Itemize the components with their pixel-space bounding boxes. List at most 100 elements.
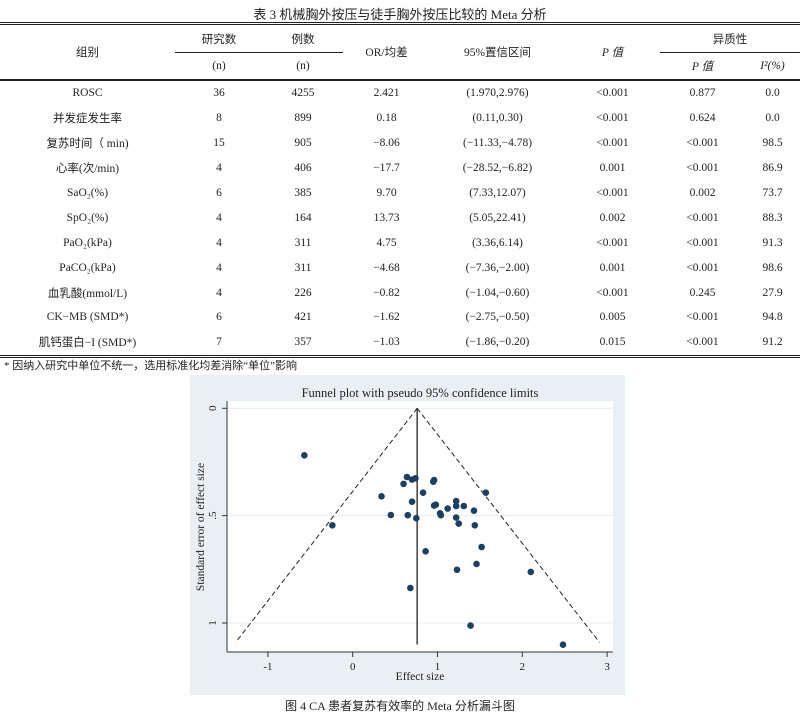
- cell-p: <0.001: [596, 187, 629, 199]
- cell-group: 心率(次/min): [55, 163, 120, 176]
- cell-or-md: 0.18: [376, 112, 397, 125]
- cell-i2: 98.6: [762, 261, 783, 274]
- x-tick-label: 2: [520, 661, 526, 673]
- cell-het-p: <0.001: [686, 261, 719, 274]
- chart-title: Funnel plot with pseudo 95% confidence l…: [302, 386, 539, 400]
- data-point: [470, 507, 478, 515]
- data-point: [478, 543, 485, 551]
- data-point: [473, 560, 480, 568]
- cell-i2: 91.2: [762, 336, 783, 349]
- cell-het-p: <0.001: [686, 211, 719, 224]
- header-het-i2: I²(%): [760, 60, 785, 72]
- data-point: [527, 568, 535, 576]
- cell-ci: (5.05,22.41): [469, 211, 526, 224]
- cell-or-md: −4.68: [373, 261, 400, 274]
- cell-ci: (−28.52,−6.82): [462, 162, 533, 175]
- cell-ci: (7.33,12.07): [469, 187, 526, 199]
- cell-het-p: 0.624: [689, 112, 716, 125]
- funnel-plot-figure: 0 .5 1 -1 0 1 2 3 Funnel plot with pseudo 95% co…: [190, 375, 625, 695]
- x-tick-label: -1: [263, 661, 272, 673]
- cell-group: SpO₂(%): [66, 211, 109, 224]
- cell-group: 血乳酸(mmol/L): [47, 287, 128, 300]
- header-cases-unit: (n): [296, 60, 310, 72]
- cell-studies: 6: [216, 187, 222, 199]
- data-point: [471, 522, 479, 529]
- cell-or-md: −17.7: [373, 162, 400, 175]
- cell-het-p: 0.877: [689, 87, 716, 100]
- cell-studies: 4: [216, 162, 222, 175]
- header-heterogeneity: 异质性: [660, 23, 800, 53]
- cell-or-md: 4.75: [376, 236, 397, 249]
- cell-cases: 421: [294, 311, 312, 324]
- cell-ci: (1.970,2.976): [466, 87, 529, 100]
- data-point: [400, 480, 407, 488]
- right-confidence-limit: [416, 407, 600, 643]
- data-point: [452, 514, 460, 521]
- cell-p: <0.001: [596, 87, 629, 100]
- table-row: SpO₂(%) 4 164 13.73 (5.05,22.41) 0.002 <0.001 8…: [0, 205, 800, 230]
- left-confidence-limit: [235, 407, 418, 643]
- cell-cases: 226: [294, 286, 312, 299]
- table-row: SaO₂(%) 6 385 9.70 (7.33,12.07) <0.001 0.002 73…: [0, 181, 800, 206]
- header-ci: 95%置信区间: [463, 47, 532, 59]
- cell-p: 0.002: [599, 211, 626, 224]
- cell-group: 肌钙蛋白−I (SMD*): [38, 337, 137, 350]
- data-point: [432, 501, 440, 509]
- cell-studies: 8: [216, 112, 222, 125]
- figure-caption: 图 4 CA 患者复苏有效率的 Meta 分析漏斗图: [285, 699, 515, 713]
- x-tick-label: 1: [435, 661, 441, 673]
- cell-studies: 7: [216, 336, 222, 349]
- cell-ci: (−2.75,−0.50): [465, 311, 530, 324]
- cell-studies: 15: [213, 137, 225, 150]
- cell-het-p: <0.001: [686, 236, 719, 249]
- cell-ci: (−7.36,−2.00): [465, 261, 530, 274]
- cell-i2: 88.3: [762, 211, 783, 224]
- cell-het-p: 0.002: [689, 187, 716, 199]
- data-point: [412, 474, 419, 482]
- header-cases: 例数: [263, 23, 343, 53]
- table-row: 并发症发生率 8 899 0.18 (0.11,0.30) <0.001 0.624 0.0: [0, 106, 800, 131]
- cell-p: <0.001: [596, 286, 629, 299]
- cell-i2: 91.3: [762, 236, 783, 249]
- data-point: [452, 497, 460, 505]
- header-p: P 值: [601, 47, 624, 59]
- cell-i2: 0.0: [765, 87, 780, 100]
- plot-area: [227, 401, 613, 652]
- cell-or-md: 9.70: [376, 187, 397, 199]
- cell-group: PaO₂(kPa): [63, 236, 112, 249]
- x-tick-label: 0: [350, 661, 356, 673]
- data-point: [413, 514, 420, 522]
- cell-or-md: −0.82: [373, 286, 400, 299]
- cell-het-p: <0.001: [686, 336, 719, 349]
- cell-group: CK−MB (SMD*): [46, 311, 129, 324]
- cell-studies: 4: [216, 211, 222, 224]
- data-point: [559, 641, 567, 648]
- cell-studies: 4: [216, 236, 222, 249]
- data-point: [452, 502, 460, 510]
- cell-cases: 385: [294, 187, 312, 199]
- table-row: 心率(次/min) 4 406 −17.7 (−28.52,−6.82) 0.001 <0.…: [0, 156, 800, 181]
- data-point: [453, 566, 461, 574]
- cell-group: 复苏时间（ min): [46, 138, 129, 151]
- table-row: 复苏时间（ min) 15 905 −8.06 (−11.33,−4.78) <0.001…: [0, 131, 800, 156]
- cell-cases: 311: [294, 236, 312, 249]
- data-point: [404, 511, 412, 519]
- meta-analysis-table: 组别 研究数 例数 OR/均差 95%置信区间 P 值 异质性 (n) (n) …: [0, 22, 800, 358]
- data-point: [460, 502, 468, 510]
- table-row: PaCO₂(kPa) 4 311 −4.68 (−7.36,−2.00) 0.001 <0.…: [0, 255, 800, 280]
- cell-ci: (3.36,6.14): [472, 236, 523, 249]
- cell-i2: 94.8: [762, 311, 783, 324]
- y-tick-label: 1: [207, 620, 219, 626]
- cell-cases: 164: [294, 211, 312, 224]
- cell-p: <0.001: [596, 236, 629, 249]
- cell-p: 0.005: [599, 311, 626, 324]
- data-point: [444, 505, 451, 512]
- cell-cases: 905: [294, 137, 312, 150]
- header-studies-unit: (n): [212, 60, 226, 72]
- funnel-plot: 0 .5 1 -1 0 1 2 3 Funnel plot with pseudo 95% co…: [195, 386, 613, 683]
- data-point: [378, 493, 385, 500]
- cell-or-md: −8.06: [373, 137, 400, 150]
- data-point: [403, 473, 411, 481]
- y-tick-label: .5: [207, 511, 219, 520]
- table-title: 表 3 机械胸外按压与徒手胸外按压比较的 Meta 分析: [253, 7, 547, 22]
